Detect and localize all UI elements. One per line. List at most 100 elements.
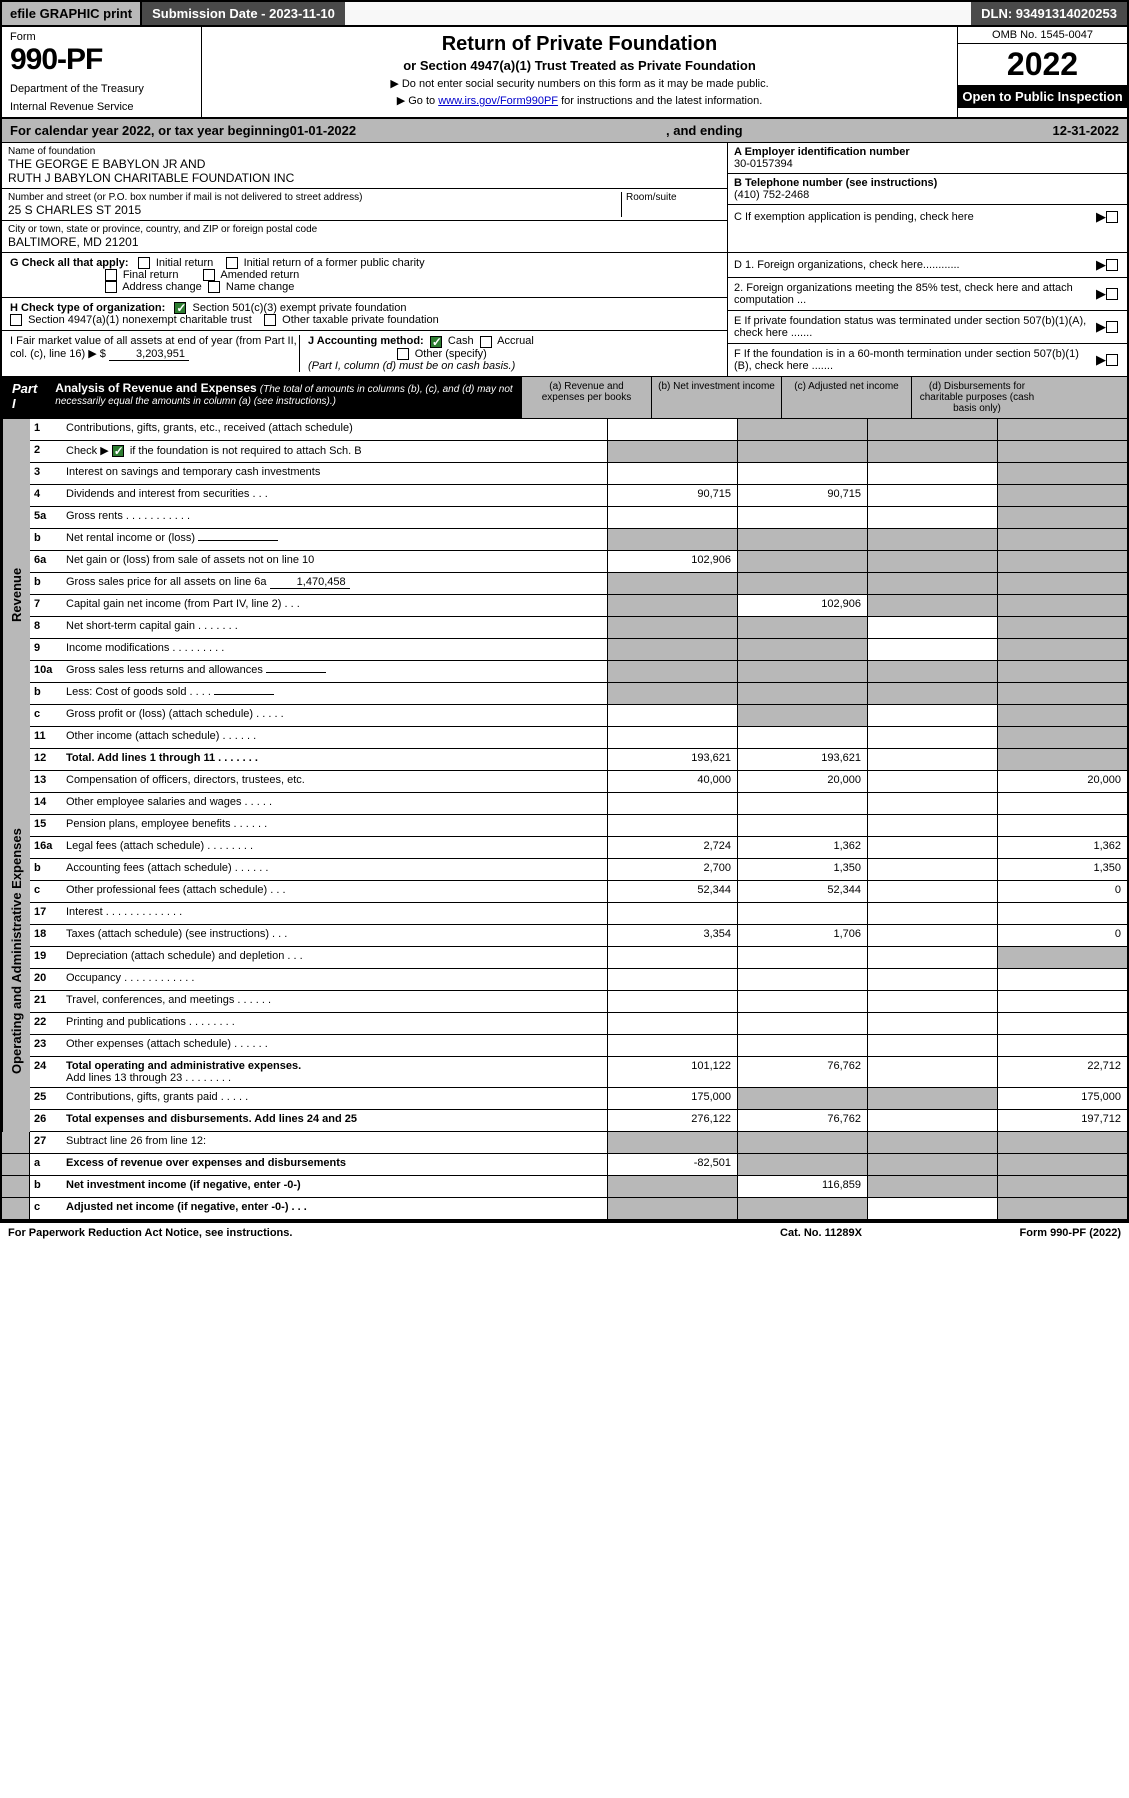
footer-mid: Cat. No. 11289X [721,1227,921,1239]
l27b-b: 116,859 [737,1176,867,1197]
check-amended[interactable] [203,269,215,281]
irs-label: Internal Revenue Service [10,101,193,113]
check-501c3[interactable] [174,302,186,314]
check-d2[interactable] [1106,288,1118,300]
l27a-a: -82,501 [607,1154,737,1175]
col-d-header: (d) Disbursements for charitable purpose… [912,377,1042,418]
check-addr-change[interactable] [105,281,117,293]
check-final[interactable] [105,269,117,281]
check-cash[interactable] [430,336,442,348]
address-label: Number and street (or P.O. box number if… [8,192,621,203]
j-label: J Accounting method: [308,335,424,347]
form-label: Form [10,31,193,43]
foundation-name-label: Name of foundation [8,146,721,157]
part1-label: Part I [2,377,47,418]
foundation-name-1: THE GEORGE E BABYLON JR AND [8,157,721,171]
check-d1[interactable] [1106,259,1118,271]
check-4947[interactable] [10,314,22,326]
l16c-d: 0 [997,881,1127,902]
col-c-header: (c) Adjusted net income [782,377,912,418]
l24-b: 76,762 [737,1057,867,1087]
line-18: Taxes (attach schedule) (see instruction… [62,925,607,946]
line-27c: Adjusted net income (if negative, enter … [62,1198,607,1219]
room-label: Room/suite [626,192,721,203]
line-12: Total. Add lines 1 through 11 . . . . . … [62,749,607,770]
check-sch-b[interactable] [112,445,124,457]
l16b-d: 1,350 [997,859,1127,880]
l24-d: 22,712 [997,1057,1127,1087]
top-bar: efile GRAPHIC print Submission Date - 20… [2,2,1127,27]
tax-year: 2022 [958,44,1127,85]
line-5a: Gross rents . . . . . . . . . . . [62,507,607,528]
l25-a: 175,000 [607,1088,737,1109]
check-e[interactable] [1106,321,1118,333]
line-3: Interest on savings and temporary cash i… [62,463,607,484]
phone: (410) 752-2468 [734,189,1121,201]
year-begin: 01-01-2022 [290,123,357,138]
l18-b: 1,706 [737,925,867,946]
footer-right: Form 990-PF (2022) [921,1227,1121,1239]
check-other-method[interactable] [397,348,409,360]
line-14: Other employee salaries and wages . . . … [62,793,607,814]
footer: For Paperwork Reduction Act Notice, see … [0,1222,1129,1243]
line-27a: Excess of revenue over expenses and disb… [62,1154,607,1175]
city: BALTIMORE, MD 21201 [8,235,721,249]
check-f[interactable] [1106,354,1118,366]
line-11: Other income (attach schedule) . . . . .… [62,727,607,748]
l13-b: 20,000 [737,771,867,792]
line-23: Other expenses (attach schedule) . . . .… [62,1035,607,1056]
form-header: Form 990-PF Department of the Treasury I… [2,27,1127,119]
ein: 30-0157394 [734,158,1121,170]
irs-link[interactable]: www.irs.gov/Form990PF [438,95,558,107]
form-subtitle: or Section 4947(a)(1) Trust Treated as P… [212,58,947,73]
line-15: Pension plans, employee benefits . . . .… [62,815,607,836]
l16b-b: 1,350 [737,859,867,880]
line-6b: Gross sales price for all assets on line… [62,573,607,594]
l18-a: 3,354 [607,925,737,946]
l4-a: 90,715 [607,485,737,506]
line-27: Subtract line 26 from line 12: [62,1132,607,1153]
year-end: 12-31-2022 [1053,123,1120,138]
col-a-header: (a) Revenue and expenses per books [522,377,652,418]
line-13: Compensation of officers, directors, tru… [62,771,607,792]
expenses-side-label: Operating and Administrative Expenses [2,771,30,1132]
foundation-name-2: RUTH J BABYLON CHARITABLE FOUNDATION INC [8,171,721,185]
l24-a: 101,122 [607,1057,737,1087]
l26-d: 197,712 [997,1110,1127,1131]
check-c[interactable] [1106,211,1118,223]
note-ssn: ▶ Do not enter social security numbers o… [212,77,947,90]
line-16c: Other professional fees (attach schedule… [62,881,607,902]
line-27b: Net investment income (if negative, ente… [62,1176,607,1197]
efile-label: efile GRAPHIC print [2,2,142,25]
check-initial-former[interactable] [226,257,238,269]
line-10a: Gross sales less returns and allowances [62,661,607,682]
j-note: (Part I, column (d) must be on cash basi… [308,360,515,372]
form-number: 990-PF [10,43,193,77]
l18-d: 0 [997,925,1127,946]
check-name-change[interactable] [208,281,220,293]
l7-b: 102,906 [737,595,867,616]
line-17: Interest . . . . . . . . . . . . . [62,903,607,924]
l16a-b: 1,362 [737,837,867,858]
line-16b: Accounting fees (attach schedule) . . . … [62,859,607,880]
line-5b: Net rental income or (loss) [62,529,607,550]
l12-a: 193,621 [607,749,737,770]
l26-b: 76,762 [737,1110,867,1131]
l16a-d: 1,362 [997,837,1127,858]
phone-label: B Telephone number (see instructions) [734,177,1121,189]
line-1: Contributions, gifts, grants, etc., rece… [62,419,607,440]
line-2: Check ▶ if the foundation is not require… [62,441,607,462]
l6a-a: 102,906 [607,551,737,572]
l26-a: 276,122 [607,1110,737,1131]
check-accrual[interactable] [480,336,492,348]
l16c-a: 52,344 [607,881,737,902]
note-link: ▶ Go to www.irs.gov/Form990PF for instru… [212,94,947,107]
line-10b: Less: Cost of goods sold . . . . [62,683,607,704]
check-initial[interactable] [138,257,150,269]
omb-number: OMB No. 1545-0047 [958,27,1127,44]
col-b-header: (b) Net investment income [652,377,782,418]
l12-b: 193,621 [737,749,867,770]
line-19: Depreciation (attach schedule) and deple… [62,947,607,968]
line-24: Total operating and administrative expen… [62,1057,607,1087]
check-other-taxable[interactable] [264,314,276,326]
